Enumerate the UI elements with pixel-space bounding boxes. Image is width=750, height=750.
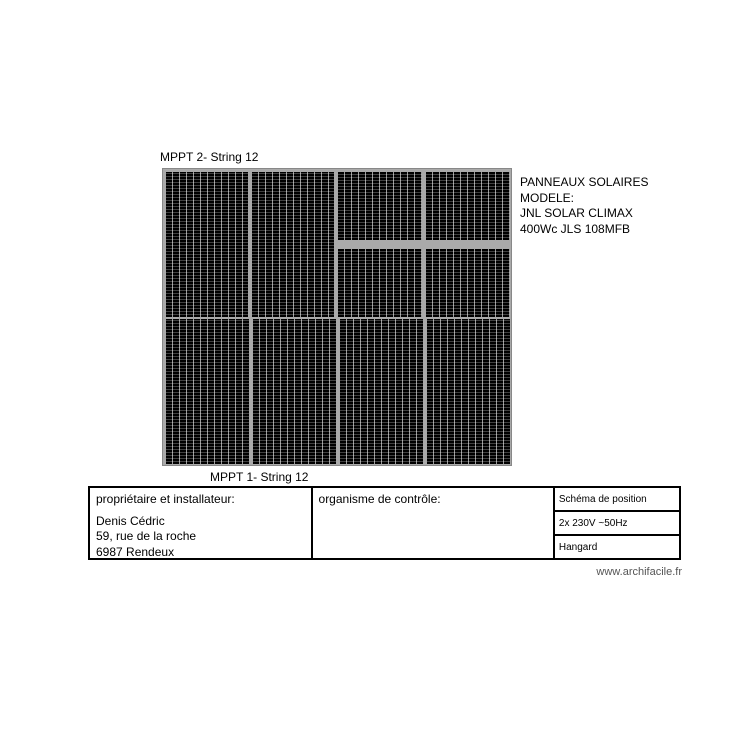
mppt1-label: MPPT 1- String 12 xyxy=(210,470,308,484)
voltage-cell: 2x 230V ~50Hz xyxy=(555,512,679,536)
panel-block xyxy=(166,172,334,317)
solar-module xyxy=(426,249,510,317)
mppt2-text: MPPT 2- String 12 xyxy=(160,150,258,164)
panel-info-line: PANNEAUX SOLAIRES xyxy=(520,175,648,191)
panel-info-line: JNL SOLAR CLIMAX xyxy=(520,206,648,222)
owner-addr1: 59, rue de la roche xyxy=(96,529,305,545)
panel-row-bottom xyxy=(166,319,510,464)
title-block: propriétaire et installateur: Denis Cédr… xyxy=(88,486,681,560)
schema-cell: Schéma de position xyxy=(555,488,679,512)
schema-label: Schéma de position xyxy=(559,493,647,506)
panel-info-line: 400Wc JLS 108MFB xyxy=(520,222,648,238)
mppt1-text: MPPT 1- String 12 xyxy=(210,470,308,484)
solar-panel-diagram xyxy=(162,168,512,466)
solar-module xyxy=(426,172,510,240)
voltage-label: 2x 230V ~50Hz xyxy=(559,517,628,530)
solar-module xyxy=(340,319,423,464)
control-header: organisme de contrôle: xyxy=(319,492,547,508)
panel-info-line: MODELE: xyxy=(520,191,648,207)
solar-module xyxy=(253,319,336,464)
panel-subrow xyxy=(338,172,510,240)
spec-column: Schéma de position 2x 230V ~50Hz Hangard xyxy=(555,488,679,558)
solar-module xyxy=(166,172,248,317)
solar-module xyxy=(166,319,249,464)
location-cell: Hangard xyxy=(555,536,679,558)
solar-module xyxy=(338,172,422,240)
panel-block xyxy=(338,172,510,317)
location-label: Hangard xyxy=(559,541,597,554)
panel-info-label: PANNEAUX SOLAIRES MODELE: JNL SOLAR CLIM… xyxy=(520,175,648,237)
panel-subrow xyxy=(338,249,510,317)
solar-module xyxy=(427,319,510,464)
footer-url: www.archifacile.fr xyxy=(596,566,682,578)
owner-name: Denis Cédric xyxy=(96,514,305,530)
control-column: organisme de contrôle: xyxy=(313,488,555,558)
owner-header: propriétaire et installateur: xyxy=(96,492,305,508)
panel-row-top xyxy=(166,172,510,317)
mppt2-label: MPPT 2- String 12 xyxy=(160,150,258,164)
solar-module xyxy=(252,172,334,317)
solar-module xyxy=(338,249,422,317)
owner-addr2: 6987 Rendeux xyxy=(96,545,305,561)
owner-column: propriétaire et installateur: Denis Cédr… xyxy=(90,488,313,558)
footer-text: www.archifacile.fr xyxy=(596,566,682,578)
